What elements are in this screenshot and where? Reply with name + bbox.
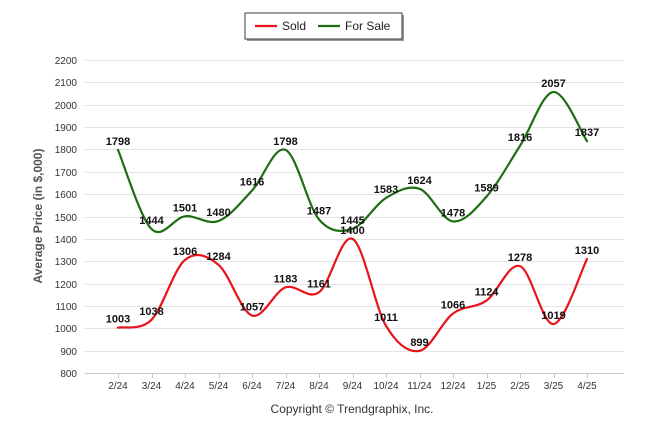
- data-label-for-sale: 1837: [575, 127, 599, 139]
- data-label-sold: 1400: [340, 225, 364, 237]
- series-lines: [116, 90, 589, 353]
- data-label-sold: 1124: [475, 287, 500, 299]
- data-label-sold: 1278: [508, 252, 532, 264]
- data-label-for-sale: 1445: [340, 215, 364, 227]
- axes: Average Price (in $,000) 800 900 1000 1100 1…: [31, 56, 624, 392]
- gridlines: [85, 60, 624, 374]
- data-label-for-sale: 1798: [273, 136, 297, 148]
- data-label-sold: 1038: [139, 306, 163, 318]
- data-label-sold: 1066: [441, 300, 465, 312]
- y-tick-label: 1700: [55, 168, 78, 179]
- y-tick-label: 900: [60, 347, 77, 358]
- x-tick-label: 3/24: [142, 381, 162, 392]
- data-label-for-sale: 1501: [173, 202, 197, 214]
- data-label-sold: 1019: [541, 310, 565, 322]
- y-axis-title: Average Price (in $,000): [31, 149, 45, 284]
- y-tick-label: 2200: [55, 56, 78, 67]
- data-label-for-sale: 1798: [106, 136, 130, 148]
- series-line-for-sale: [116, 90, 589, 233]
- data-label-for-sale: 1589: [474, 183, 498, 195]
- data-label-for-sale: 1478: [441, 207, 465, 219]
- data-labels: 1003 1038 1306 1284 1057 1183 1161 1400 1011 899 1…: [106, 78, 599, 349]
- x-tick-label: 11/24: [407, 381, 432, 392]
- x-tick-label: 9/24: [343, 381, 363, 392]
- x-tick-label: 5/24: [209, 381, 229, 392]
- y-tick-label: 1000: [55, 324, 78, 335]
- y-tick-label: 1500: [55, 213, 78, 224]
- data-label-for-sale: 2057: [541, 78, 565, 90]
- data-label-sold: 1310: [575, 245, 599, 257]
- x-tick-label: 8/24: [309, 381, 329, 392]
- x-tick-label: 3/25: [544, 381, 564, 392]
- y-tick-label: 2000: [55, 101, 78, 112]
- data-label-for-sale: 1624: [407, 175, 432, 187]
- y-tick-label: 1800: [55, 145, 78, 156]
- y-tick-label: 800: [60, 369, 77, 380]
- data-label-sold: 1306: [173, 246, 197, 258]
- y-tick-label: 1300: [55, 257, 78, 268]
- data-label-for-sale: 1444: [139, 215, 164, 227]
- y-tick-label: 1400: [55, 235, 78, 246]
- data-label-sold: 1183: [274, 273, 298, 285]
- x-tick-label: 2/24: [108, 381, 128, 392]
- x-tick-label: 4/25: [577, 381, 597, 392]
- y-tick-label: 1900: [55, 123, 78, 134]
- data-label-for-sale: 1816: [508, 132, 532, 144]
- copyright-footer: Copyright © Trendgraphix, Inc.: [271, 402, 434, 416]
- x-tick-label: 6/24: [242, 381, 262, 392]
- legend-label-sold: Sold: [282, 19, 306, 33]
- data-label-for-sale: 1487: [307, 205, 331, 217]
- data-label-sold: 899: [410, 337, 428, 349]
- x-tick-label: 2/25: [510, 381, 530, 392]
- data-label-for-sale: 1616: [240, 177, 264, 189]
- data-label-for-sale: 1480: [206, 207, 230, 219]
- data-label-sold: 1161: [307, 278, 331, 290]
- y-tick-label: 1200: [55, 280, 78, 291]
- data-label-sold: 1003: [106, 314, 130, 326]
- y-tick-label: 1600: [55, 190, 78, 201]
- data-label-for-sale: 1583: [374, 184, 398, 196]
- x-tick-label: 10/24: [373, 381, 398, 392]
- x-tick-label: 12/24: [440, 381, 465, 392]
- legend: Sold For Sale: [244, 12, 404, 41]
- series-line-sold: [116, 237, 589, 353]
- data-label-sold: 1011: [374, 312, 398, 324]
- y-tick-label: 1100: [55, 302, 77, 313]
- data-label-sold: 1057: [240, 302, 264, 314]
- legend-label-for-sale: For Sale: [345, 19, 391, 33]
- data-label-sold: 1284: [206, 251, 231, 263]
- x-tick-label: 1/25: [477, 381, 497, 392]
- y-tick-label: 2100: [55, 78, 78, 89]
- x-tick-label: 4/24: [175, 381, 195, 392]
- x-tick-label: 7/24: [276, 381, 296, 392]
